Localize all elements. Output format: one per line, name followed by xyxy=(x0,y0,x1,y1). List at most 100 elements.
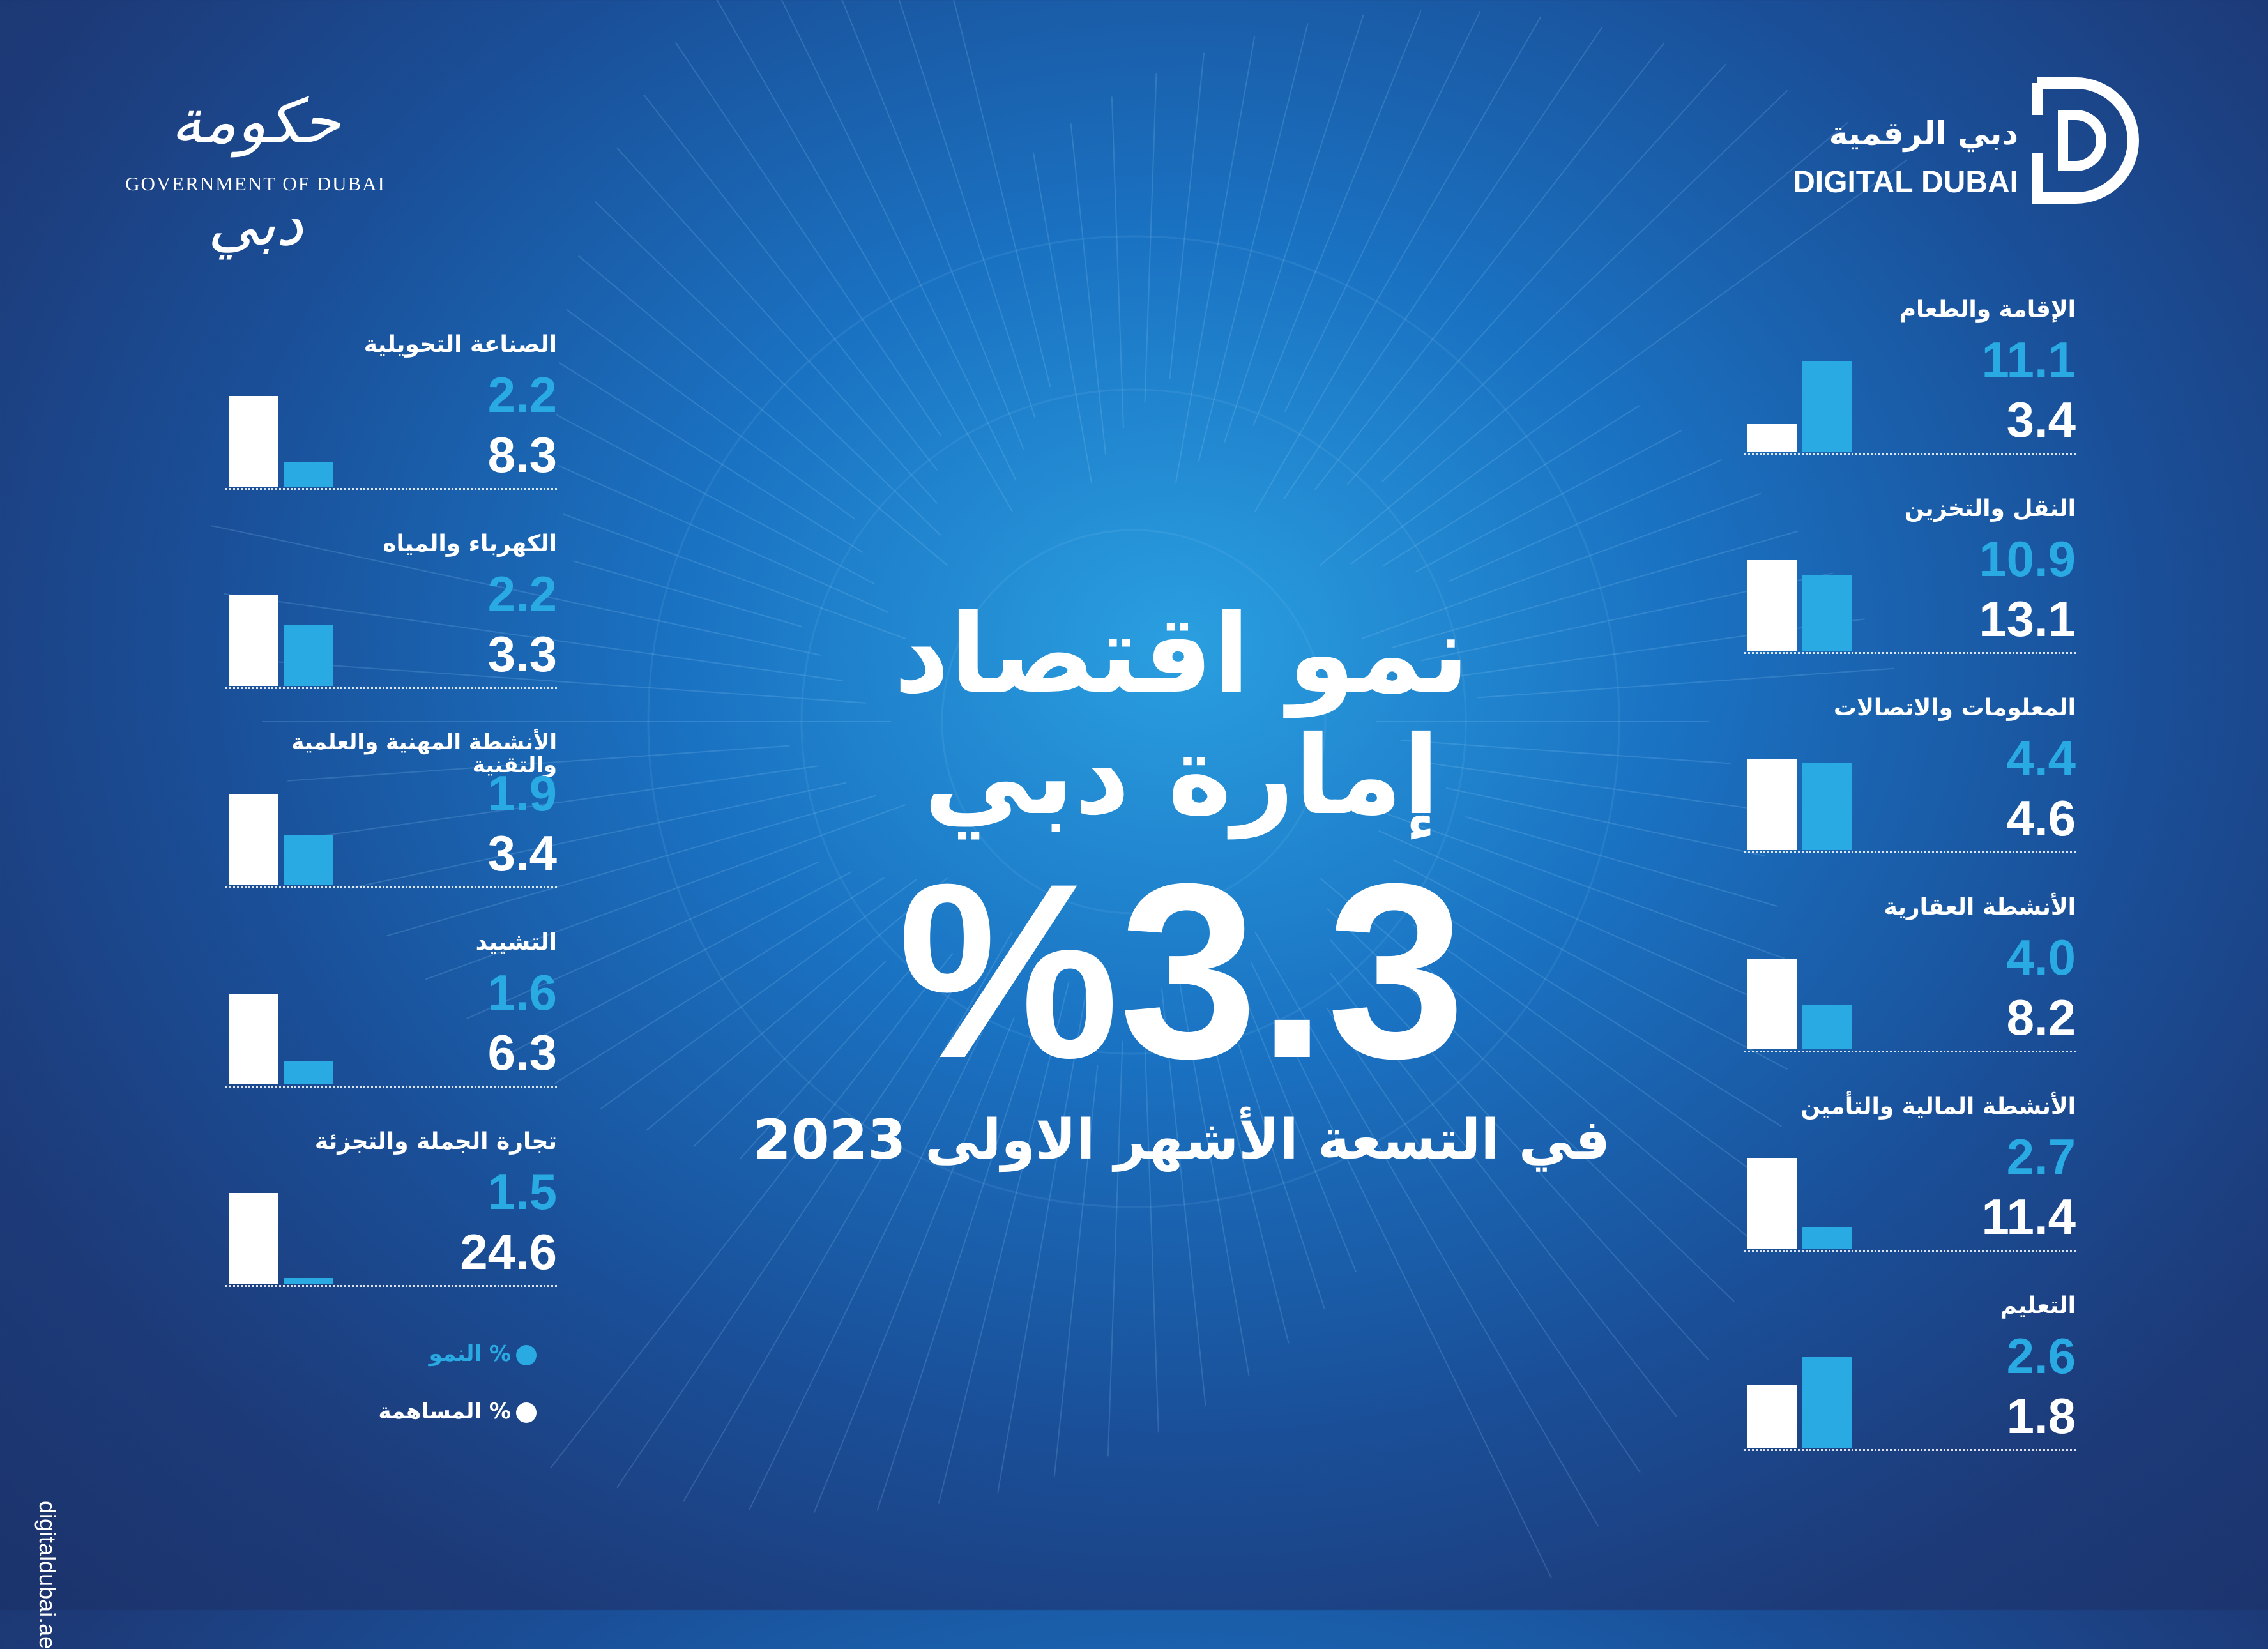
sector-title: الأنشطة العقارية xyxy=(1884,894,2076,920)
sector-left-3: التشييد 1.6 6.3 xyxy=(225,930,557,1128)
sector-title: الأنشطة المالية والتأمين xyxy=(1800,1093,2076,1120)
background-ray xyxy=(600,879,917,1110)
sector-baseline xyxy=(225,687,557,689)
sector-bars xyxy=(1744,343,1862,452)
background-ray xyxy=(1198,23,1309,462)
background-ray xyxy=(938,982,1070,1504)
sector-baseline xyxy=(1744,851,2076,853)
sector-left-4: تجارة الجملة والتجزئة 1.5 24.6 xyxy=(225,1129,557,1327)
background-ray xyxy=(813,1017,1015,1514)
sector-share-value: 3.4 xyxy=(2006,391,2076,448)
sector-title: التعليم xyxy=(2000,1293,2076,1319)
sector-growth-value: 4.0 xyxy=(2006,929,2076,985)
sector-title: تجارة الجملة والتجزئة xyxy=(314,1128,557,1155)
sector-title: الكهرباء والمياه xyxy=(383,531,557,557)
sector-title: النقل والتخزين xyxy=(1904,496,2076,522)
background-ring xyxy=(800,388,1467,1055)
sector-share-value: 24.6 xyxy=(460,1224,557,1280)
background-ray xyxy=(287,745,790,782)
background-ray xyxy=(1284,10,1481,413)
growth-bar xyxy=(1802,1227,1852,1249)
share-bar xyxy=(1747,1385,1797,1448)
sector-bars xyxy=(1744,941,1862,1049)
sector-bars xyxy=(1744,542,1862,651)
background-ray xyxy=(1283,26,1603,500)
sector-bars xyxy=(1744,1339,1862,1448)
background-ray xyxy=(1169,52,1205,379)
sector-baseline xyxy=(1744,1250,2076,1252)
background-ray xyxy=(1216,1056,1290,1344)
sector-growth-value: 2.7 xyxy=(2006,1128,2076,1185)
growth-bar xyxy=(284,1278,333,1284)
background-ray xyxy=(1319,877,1756,1244)
background-ray xyxy=(1032,152,1092,483)
sector-baseline xyxy=(225,886,557,888)
sector-left-0: الصناعة التحويلية 2.2 8.3 xyxy=(225,332,557,530)
headline-subtitle: في التسعة الأشهر الاولى 2023 xyxy=(752,1108,1611,1172)
background-ray xyxy=(1175,961,1250,1376)
background-ray xyxy=(693,961,887,1148)
background-ray xyxy=(683,931,1013,1502)
background-ray xyxy=(1392,859,1788,1070)
background-ray xyxy=(1111,96,1124,429)
digital-dubai-logo-english: DIGITAL DUBAI xyxy=(1793,165,2018,199)
background-ray xyxy=(1070,123,1107,455)
sector-left-2: الأنشطة المهنية والعلمية والتقنية 1.9 3.4 xyxy=(225,731,557,929)
sector-share-value: 3.3 xyxy=(487,626,557,682)
background-ray xyxy=(1350,159,1908,565)
background-ray xyxy=(1382,405,1640,567)
background-ray xyxy=(466,861,819,1019)
share-bar xyxy=(229,595,278,686)
background-ray xyxy=(953,0,1051,388)
background-ray xyxy=(1254,931,1599,1527)
legend-growth: % النمو xyxy=(429,1341,537,1367)
share-bar xyxy=(1747,1158,1797,1249)
sector-title: الصناعة التحويلية xyxy=(363,331,557,358)
sector-right-5: التعليم 2.6 1.8 xyxy=(1744,1293,2076,1491)
sector-share-value: 6.3 xyxy=(487,1024,557,1081)
sector-title: الأنشطة المهنية والعلمية والتقنية xyxy=(291,729,557,778)
growth-dot-icon xyxy=(516,1344,537,1365)
background-ray xyxy=(1465,816,1777,907)
share-bar xyxy=(229,1193,278,1284)
sector-growth-value: 2.6 xyxy=(2006,1328,2076,1384)
background-ray xyxy=(549,952,954,1470)
background-ray xyxy=(646,877,948,1131)
growth-bar xyxy=(1802,1357,1852,1448)
background-ray xyxy=(997,961,1092,1493)
sector-growth-value: 1.5 xyxy=(487,1164,557,1220)
share-bar xyxy=(1747,959,1797,1049)
background-ring xyxy=(647,235,1620,1208)
background-ray xyxy=(577,255,948,566)
government-logo-arabic: حكومة دبي xyxy=(171,86,340,259)
sector-share-value: 11.4 xyxy=(1981,1189,2076,1245)
background-ray xyxy=(643,94,938,471)
background-ray xyxy=(1144,73,1157,403)
background-ray xyxy=(1326,1007,1641,1473)
background-ray xyxy=(1477,667,1894,699)
sector-baseline xyxy=(1744,1449,2076,1451)
background-ray xyxy=(780,0,1017,481)
growth-bar xyxy=(284,1061,333,1084)
share-bar xyxy=(229,994,278,1084)
share-dot-icon xyxy=(516,1402,537,1423)
background-ray xyxy=(566,308,855,520)
sector-share-value: 8.3 xyxy=(487,427,557,483)
growth-bar xyxy=(1802,575,1852,651)
background-ray xyxy=(1346,63,1727,485)
legend-growth-label: % النمو xyxy=(429,1341,511,1367)
background-ray xyxy=(674,42,941,436)
digital-dubai-logo-arabic: دبي الرقمية xyxy=(1829,115,2018,152)
background-ray xyxy=(211,525,822,657)
background-ray xyxy=(1175,36,1256,483)
sector-bars xyxy=(1744,1140,1862,1249)
background-ray xyxy=(1231,1025,1325,1309)
growth-bar xyxy=(1802,763,1852,850)
growth-bar xyxy=(284,835,333,885)
sector-bars xyxy=(225,1175,343,1284)
background-ray xyxy=(573,560,803,628)
government-of-dubai-logo: حكومة دبي GOVERNMENT OF DUBAI xyxy=(115,70,396,259)
sector-growth-value: 2.2 xyxy=(487,566,557,622)
sector-bars xyxy=(225,378,343,487)
sector-growth-value: 2.2 xyxy=(487,367,557,423)
